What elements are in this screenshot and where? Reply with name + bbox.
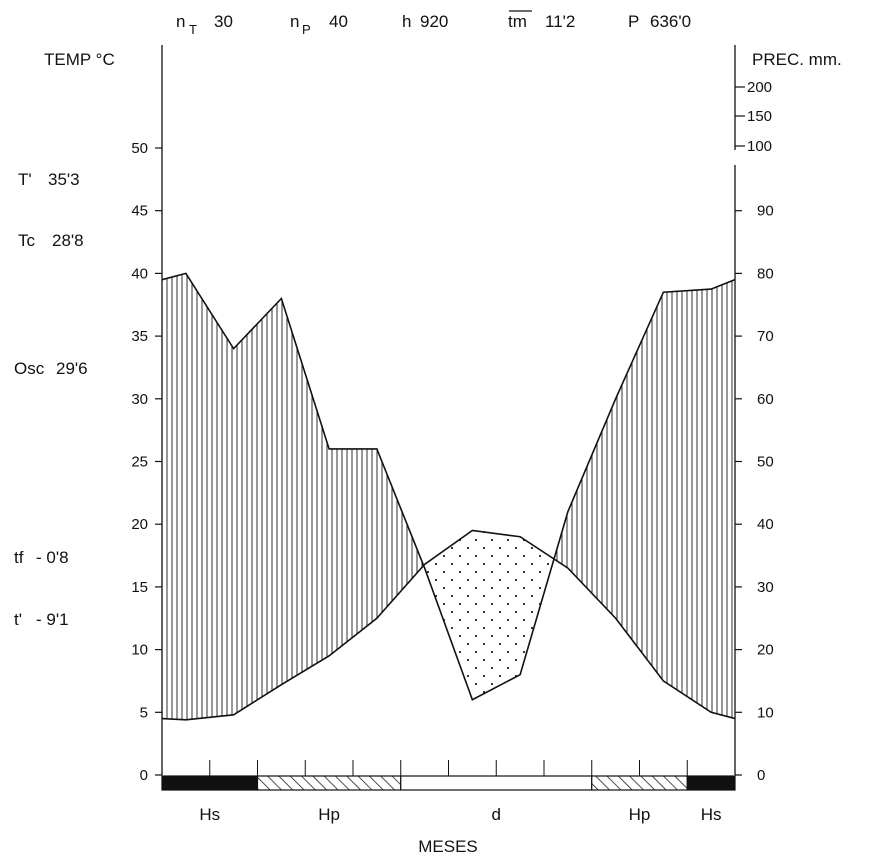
right-compressed-tick-label-150: 150 <box>747 108 772 125</box>
right-tick-label-0: 0 <box>757 767 765 784</box>
header-p-value: 636'0 <box>650 12 691 31</box>
bar-label-4: Hs <box>701 805 722 824</box>
left-tick-label-35: 35 <box>131 328 148 345</box>
temperature-curve <box>161 529 736 721</box>
header-np-value: 40 <box>329 12 348 31</box>
right-compressed-tick-label-100: 100 <box>747 138 772 155</box>
header-h-value: 920 <box>420 12 448 31</box>
header-h-label: h <box>402 12 411 31</box>
header-np-label: n <box>290 12 299 31</box>
period-bar: Hs Hp d Hp Hs <box>161 760 736 824</box>
side-stats: T' 35'3 Tc 28'8 Osc 29'6 tf - 0'8 t' - 9… <box>14 170 88 629</box>
left-axis-title: TEMP °C <box>44 50 115 69</box>
stat-t-max-abs-value: 35'3 <box>48 170 80 189</box>
left-tick-label-5: 5 <box>140 704 148 721</box>
precipitation-curve <box>161 272 736 701</box>
bar-segment-1 <box>256 775 402 791</box>
right-tick-label-70: 70 <box>757 328 774 345</box>
x-axis-title: MESES <box>418 837 478 856</box>
right-tick-label-90: 90 <box>757 203 774 220</box>
right-tick-label-40: 40 <box>757 516 774 533</box>
header-stats: n T 30 n P 40 h 920 tm 11'2 P 636'0 <box>176 10 691 37</box>
left-tick-label-40: 40 <box>131 265 148 282</box>
header-p-label: P <box>628 12 639 31</box>
stat-osc-value: 29'6 <box>56 359 88 378</box>
stat-tf-label: tf <box>14 548 24 567</box>
header-nt-label: n <box>176 12 185 31</box>
stat-t-min-abs-value: - 9'1 <box>36 610 69 629</box>
bar-label-1: Hp <box>318 805 340 824</box>
right-tick-label-20: 20 <box>757 642 774 659</box>
areas <box>161 272 736 721</box>
left-tick-label-30: 30 <box>131 391 148 408</box>
left-tick-label-15: 15 <box>131 579 148 596</box>
right-tick-label-30: 30 <box>757 579 774 596</box>
bar-segment-0 <box>161 775 259 791</box>
right-tick-label-80: 80 <box>757 265 774 282</box>
humid-area-left <box>162 273 424 720</box>
right-compressed-tick-label-200: 200 <box>747 79 772 96</box>
header-nt-sub: T <box>189 22 197 37</box>
left-tick-label-0: 0 <box>140 767 148 784</box>
right-tick-label-10: 10 <box>757 704 774 721</box>
left-tick-label-45: 45 <box>131 203 148 220</box>
humid-area-right <box>554 279 735 719</box>
stat-tf-value: - 0'8 <box>36 548 69 567</box>
right-axis-title: PREC. mm. <box>752 50 842 69</box>
left-tick-label-25: 25 <box>131 454 148 471</box>
stat-t-max-abs-label: T' <box>18 170 32 189</box>
right-tick-label-50: 50 <box>757 454 774 471</box>
bar-segment-3 <box>591 775 688 791</box>
stat-tc-label: Tc <box>18 231 36 250</box>
header-np-sub: P <box>302 22 311 37</box>
header-nt-value: 30 <box>214 12 233 31</box>
bar-label-3: Hp <box>629 805 651 824</box>
bar-label-2: d <box>492 805 501 824</box>
left-tick-label-50: 50 <box>131 140 148 157</box>
bar-segment-4 <box>686 775 736 791</box>
left-tick-label-10: 10 <box>131 642 148 659</box>
left-tick-label-20: 20 <box>131 516 148 533</box>
stat-t-min-abs-label: t' <box>14 610 22 629</box>
bar-label-0: Hs <box>199 805 220 824</box>
axes: 0 5 10 15 20 25 30 35 40 45 50 0 10 20 30 40 50 60 70 80 90 1… <box>131 45 774 784</box>
header-tm-label: tm <box>508 12 527 31</box>
header-tm-value: 11'2 <box>545 12 575 31</box>
stat-osc-label: Osc <box>14 359 45 378</box>
stat-tc-value: 28'8 <box>52 231 84 250</box>
right-tick-label-60: 60 <box>757 391 774 408</box>
bar-segment-2 <box>400 775 593 791</box>
dry-area <box>423 530 554 700</box>
